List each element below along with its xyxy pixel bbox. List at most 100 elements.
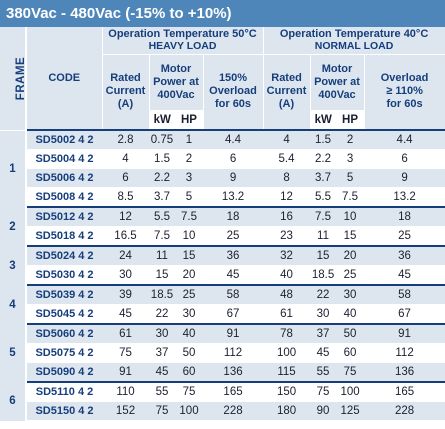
h-a-cell: 2.8 xyxy=(102,129,149,150)
h-hp-cell: 2 xyxy=(175,149,203,169)
heavy-overload-header: 150% Overload for 60s xyxy=(203,54,264,131)
h-ol-cell: 18 xyxy=(203,206,264,227)
n-ol-cell: 4.4 xyxy=(364,129,445,150)
n-hp-cell: 100 xyxy=(336,381,365,402)
n-kw-cell: 37 xyxy=(310,323,337,344)
h-ol-cell: 4.4 xyxy=(203,129,264,150)
n-a-cell: 150 xyxy=(263,381,311,402)
n-ol-cell: 6 xyxy=(364,149,445,169)
h-kw-cell: 7.5 xyxy=(149,226,175,247)
h-a-cell: 152 xyxy=(102,401,149,421)
h-ol-cell: 45 xyxy=(203,265,264,286)
code-cell: SD5150 4 2 xyxy=(26,401,102,421)
n-ol-cell: 18 xyxy=(364,206,445,227)
h-a-cell: 45 xyxy=(102,304,149,325)
n-kw-cell: 75 xyxy=(310,381,337,402)
h-a-cell: 61 xyxy=(102,323,149,344)
h-ol-cell: 13.2 xyxy=(203,187,264,208)
n-kw-cell: 7.5 xyxy=(310,206,337,227)
code-cell: SD5030 4 2 xyxy=(26,265,102,286)
table-row: SD5004 4 2 4 1.5 2 6 5.4 2.2 3 6 xyxy=(0,149,445,169)
n-kw-cell: 45 xyxy=(310,343,337,363)
h-a-cell: 8.5 xyxy=(102,187,149,208)
frame-cell: 5 xyxy=(0,324,27,382)
n-hp-cell: 50 xyxy=(336,323,365,344)
h-kw-cell: 11 xyxy=(149,245,175,266)
frame-cell: 1 xyxy=(0,130,27,207)
code-cell: SD5060 4 2 xyxy=(26,323,102,344)
table-row: 5 SD5060 4 2 61 30 40 91 78 37 50 91 xyxy=(0,323,445,382)
h-kw-cell: 18.5 xyxy=(149,284,175,305)
code-cell: SD5090 4 2 xyxy=(26,362,102,383)
h-hp-cell: 25 xyxy=(175,284,203,305)
table-row: SD5090 4 2 91 45 60 136 115 55 75 136 xyxy=(0,362,445,383)
h-hp-cell: 5 xyxy=(175,187,203,208)
n-hp-cell: 7.5 xyxy=(336,187,365,208)
n-a-cell: 115 xyxy=(263,362,311,383)
h-ol-cell: 58 xyxy=(203,284,264,305)
heavy-kw-header: kW xyxy=(153,113,171,126)
h-a-cell: 110 xyxy=(102,381,149,402)
n-a-cell: 40 xyxy=(263,265,311,286)
table-row: 6 SD5110 4 2 110 55 75 165 150 75 100 165 xyxy=(0,381,445,421)
h-kw-cell: 22 xyxy=(149,304,175,325)
h-ol-cell: 36 xyxy=(203,245,264,266)
n-ol-cell: 136 xyxy=(364,362,445,383)
h-hp-cell: 30 xyxy=(175,304,203,325)
h-a-cell: 4 xyxy=(102,149,149,169)
h-a-cell: 39 xyxy=(102,284,149,305)
h-ol-cell: 91 xyxy=(203,323,264,344)
n-kw-cell: 18.5 xyxy=(310,265,337,286)
h-a-cell: 24 xyxy=(102,245,149,266)
n-a-cell: 61 xyxy=(263,304,311,325)
table-row: SD5006 4 2 6 2.2 3 9 8 3.7 5 9 xyxy=(0,168,445,188)
h-hp-cell: 50 xyxy=(175,343,203,363)
heavy-load-header: Operation Temperature 50°C HEAVY LOAD xyxy=(102,27,264,55)
n-a-cell: 32 xyxy=(263,245,311,266)
code-cell: SD5075 4 2 xyxy=(26,343,102,363)
n-hp-cell: 125 xyxy=(336,401,365,421)
n-kw-cell: 90 xyxy=(310,401,337,421)
h-kw-cell: 15 xyxy=(149,265,175,286)
h-ol-cell: 6 xyxy=(203,149,264,169)
h-hp-cell: 75 xyxy=(175,381,203,402)
h-kw-cell: 45 xyxy=(149,362,175,383)
normal-overload-header: Overload ≥ 110% for 60s xyxy=(364,54,445,131)
table-row: 1 SD5002 4 2 2.8 0.75 1 4.4 4 1.5 2 4.4 xyxy=(0,129,445,207)
h-ol-cell: 112 xyxy=(203,343,264,363)
n-kw-cell: 5.5 xyxy=(310,187,337,208)
normal-kw-header: kW xyxy=(314,113,332,126)
table-row: SD5075 4 2 75 37 50 112 100 45 60 112 xyxy=(0,343,445,363)
normal-motor-power-header: Motor Power at 400Vac xyxy=(310,54,365,111)
h-hp-cell: 10 xyxy=(175,226,203,247)
h-ol-cell: 9 xyxy=(203,168,264,188)
normal-rated-current-header: Rated Current (A) xyxy=(263,54,311,131)
n-ol-cell: 91 xyxy=(364,323,445,344)
h-ol-cell: 136 xyxy=(203,362,264,383)
n-a-cell: 12 xyxy=(263,187,311,208)
code-cell: SD5018 4 2 xyxy=(26,226,102,247)
n-a-cell: 5.4 xyxy=(263,149,311,169)
h-a-cell: 91 xyxy=(102,362,149,383)
code-cell: SD5110 4 2 xyxy=(26,381,102,402)
code-cell: SD5004 4 2 xyxy=(26,149,102,169)
frame-cell: 6 xyxy=(0,382,27,421)
n-hp-cell: 15 xyxy=(336,226,365,247)
table-row: 4 SD5039 4 2 39 18.5 25 58 48 22 30 58 xyxy=(0,284,445,324)
n-ol-cell: 165 xyxy=(364,381,445,402)
h-kw-cell: 75 xyxy=(149,401,175,421)
n-hp-cell: 40 xyxy=(336,304,365,325)
code-cell: SD5008 4 2 xyxy=(26,187,102,208)
voltage-range-title: 380Vac - 480Vac (-15% to +10%) xyxy=(0,0,445,27)
n-hp-cell: 20 xyxy=(336,245,365,266)
h-ol-cell: 25 xyxy=(203,226,264,247)
h-hp-cell: 40 xyxy=(175,323,203,344)
n-ol-cell: 36 xyxy=(364,245,445,266)
h-a-cell: 30 xyxy=(102,265,149,286)
rating-table-body: FRAME CODE Operation Temperature 50°C HE… xyxy=(0,27,445,421)
n-ol-cell: 45 xyxy=(364,265,445,286)
n-a-cell: 180 xyxy=(263,401,311,421)
n-ol-cell: 9 xyxy=(364,168,445,188)
h-hp-cell: 3 xyxy=(175,168,203,188)
table-row: SD5018 4 2 16.5 7.5 10 25 23 11 15 25 xyxy=(0,226,445,247)
